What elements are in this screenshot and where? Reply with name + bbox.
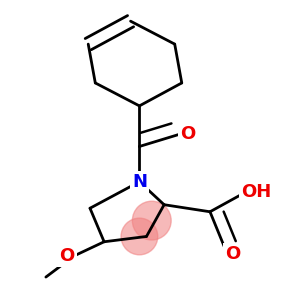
Circle shape <box>132 201 171 240</box>
Text: O: O <box>180 125 195 143</box>
Text: OH: OH <box>241 183 271 201</box>
Circle shape <box>121 218 158 255</box>
Text: N: N <box>132 173 147 191</box>
Text: O: O <box>225 245 241 263</box>
Text: O: O <box>59 247 75 265</box>
